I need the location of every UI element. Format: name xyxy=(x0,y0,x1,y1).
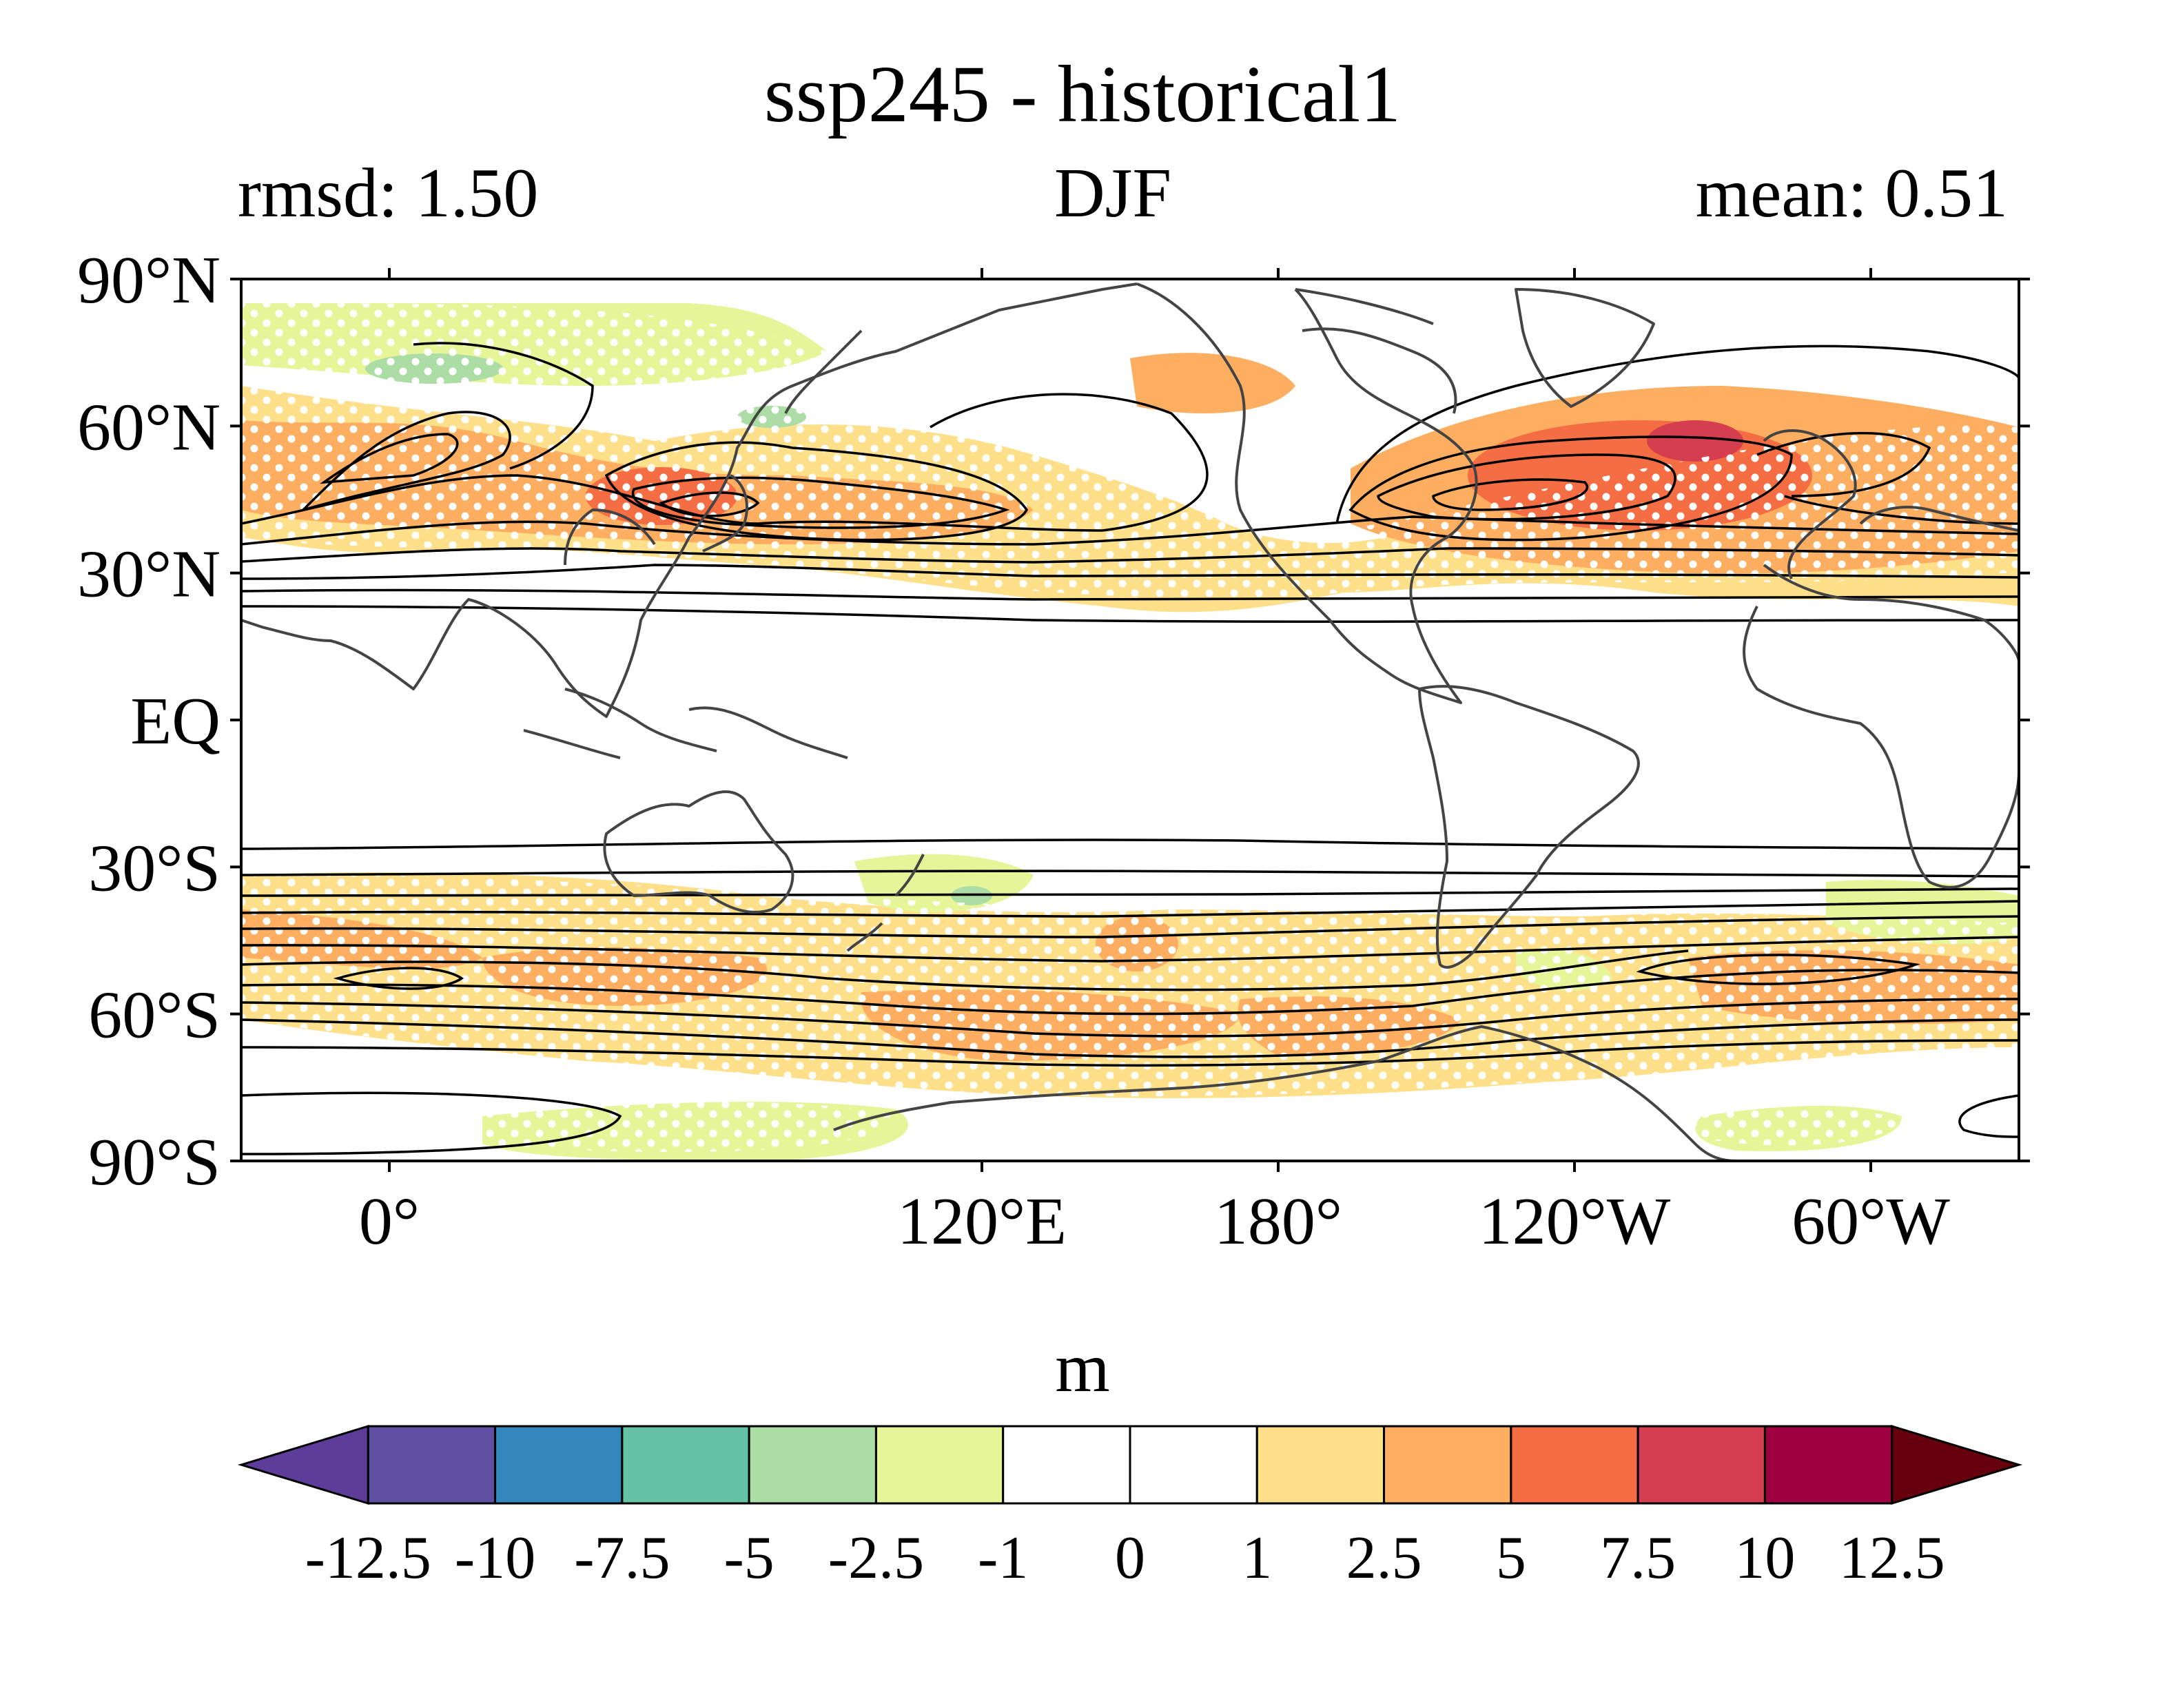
colorbar-tick-label: 12.5 xyxy=(1839,1525,1945,1592)
colorbar-segment xyxy=(1510,1425,1639,1505)
colorbar-tick-label: 5 xyxy=(1496,1525,1526,1592)
colorbar-units: m xyxy=(1055,1329,1110,1407)
longitude-ticks: 120°E 180° 120°W 60°W 0° xyxy=(359,268,1950,1259)
colorbar-tick-label: -2.5 xyxy=(828,1525,924,1592)
colorbar xyxy=(237,1424,2023,1505)
colorbar-segment xyxy=(874,1425,1005,1505)
colorbar-tick-label: -5 xyxy=(724,1525,774,1592)
significance-stippling xyxy=(241,303,2019,1152)
lat-tick-label: 30°N xyxy=(77,537,220,612)
colorbar-over-triangle xyxy=(1891,1424,2023,1505)
lat-tick-label: 90°N xyxy=(77,243,220,318)
colorbar-segment xyxy=(1255,1425,1386,1505)
lat-tick-label: 90°S xyxy=(88,1125,220,1200)
colorbar-tick-label: -1 xyxy=(978,1525,1028,1592)
lon-tick-label: 180° xyxy=(1214,1184,1342,1259)
colorbar-segment xyxy=(748,1425,877,1505)
lat-tick-label: EQ xyxy=(130,684,220,759)
colorbar-segment xyxy=(1002,1425,1131,1505)
colorbar-tick-label: -10 xyxy=(455,1525,535,1592)
lat-tick-label: 30°S xyxy=(88,831,220,905)
colorbar-labels: -12.5 -10 -7.5 -5 -2.5 -1 0 1 2.5 5 7.5 10 12.5 xyxy=(305,1525,1945,1592)
rmsd-label: rmsd: 1.50 xyxy=(238,154,539,232)
latitude-ticks: 90°N 60°N 30°N EQ 30°S 60°S 90°S xyxy=(77,243,2030,1200)
colorbar-segment xyxy=(621,1425,750,1505)
lat-tick-label: 60°S xyxy=(88,978,220,1053)
colorbar-tick-label: -7.5 xyxy=(574,1525,670,1592)
season-label: DJF xyxy=(1054,154,1172,232)
colorbar-segment xyxy=(1383,1425,1512,1505)
colorbar-segment xyxy=(1763,1425,1894,1505)
plot-title: ssp245 - historical1 xyxy=(763,49,1402,139)
colorbar-tick-label: 7.5 xyxy=(1600,1525,1676,1592)
colorbar-tick-label: 2.5 xyxy=(1346,1525,1422,1592)
colorbar-tick-label: 10 xyxy=(1734,1525,1795,1592)
colorbar-segment xyxy=(1636,1425,1766,1505)
lat-tick-label: 60°N xyxy=(77,390,220,464)
colorbar-under-triangle xyxy=(237,1424,369,1505)
colorbar-segment xyxy=(1129,1425,1258,1505)
contour-lines xyxy=(241,342,2019,1155)
mean-label: mean: 0.51 xyxy=(1695,154,2008,232)
colorbar-segment xyxy=(367,1425,497,1505)
lon-tick-label: 0° xyxy=(359,1184,420,1259)
colorbar-tick-label: 0 xyxy=(1115,1525,1145,1592)
colorbar-tick-label: 1 xyxy=(1242,1525,1272,1592)
lon-tick-label: 60°W xyxy=(1792,1184,1950,1259)
lon-tick-label: 120°E xyxy=(897,1184,1067,1259)
colorbar-segment xyxy=(494,1425,624,1505)
coastlines xyxy=(241,282,2019,1161)
lon-tick-label: 120°W xyxy=(1479,1184,1671,1259)
colorbar-tick-label: -12.5 xyxy=(305,1525,431,1592)
map-area xyxy=(241,279,2019,1161)
